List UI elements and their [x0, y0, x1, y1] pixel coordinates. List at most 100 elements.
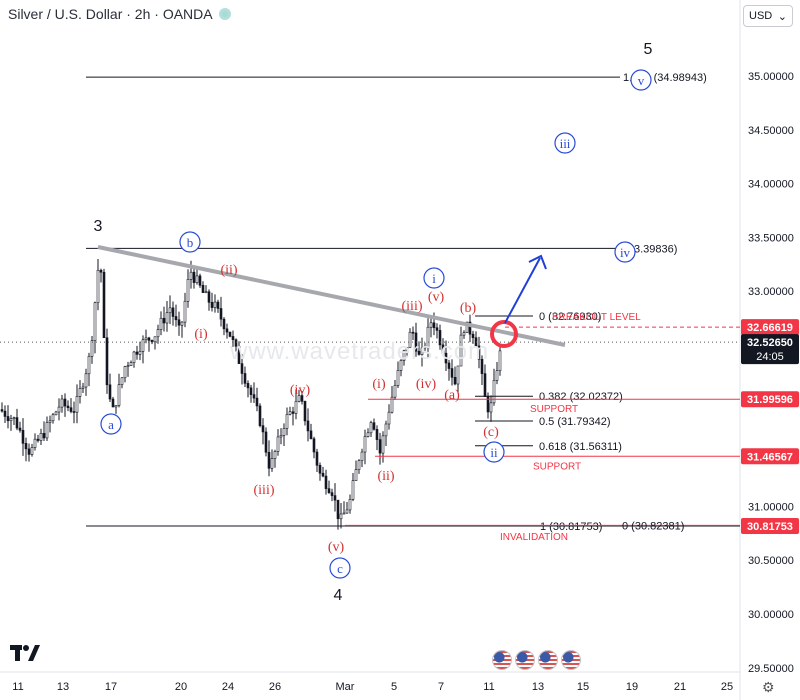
candle-body [381, 435, 385, 454]
candle-body [231, 336, 235, 341]
x-tick-label: 5 [391, 681, 397, 693]
symbol-title[interactable]: Silver / U.S. Dollar · 2h · OANDA [8, 6, 213, 22]
candle-body [456, 365, 460, 385]
event-markers[interactable] [492, 650, 581, 670]
fib-level-label: 1 (30.81753) [540, 521, 602, 533]
price-tag-countdown: 24:05 [756, 351, 784, 363]
price-tag-label: 31.46567 [747, 451, 793, 463]
wave-label: 3 [94, 218, 103, 235]
y-tick-label: 35.00000 [748, 71, 794, 83]
wave-label: (b) [460, 301, 477, 316]
price-tags: 32.66619 32.52650 24:05 31.99596 31.46567 30.… [741, 319, 799, 535]
wave-circle [423, 267, 445, 289]
tradingview-logo [10, 642, 40, 666]
candle-body [111, 398, 115, 408]
wave-circle [614, 241, 636, 263]
candle-body [108, 384, 112, 400]
candle-body [402, 350, 406, 361]
candle-body [336, 499, 340, 520]
candle-body [372, 422, 376, 430]
candle-body [408, 331, 412, 348]
projection-arrow [504, 257, 541, 324]
candle-body [396, 370, 400, 386]
candle-body [18, 427, 22, 431]
x-tick-label: 26 [269, 681, 281, 693]
candle-body [201, 285, 205, 293]
candle-body [438, 330, 442, 346]
candle-body [213, 301, 217, 308]
candle-body [294, 400, 298, 414]
wave-label: (i) [194, 327, 208, 342]
candle-body [114, 405, 118, 408]
x-tick-label: 25 [721, 681, 733, 693]
y-tick-label: 29.50000 [748, 663, 794, 675]
candle-body [75, 396, 79, 413]
candle-body [81, 386, 85, 389]
us-flag-icon[interactable] [515, 650, 535, 670]
candle-body [105, 337, 109, 386]
candle-body [237, 345, 241, 364]
candle-body [171, 307, 175, 317]
candle-body [462, 332, 466, 336]
candle-body [300, 395, 304, 402]
x-tick-label: Mar [336, 681, 355, 693]
fib-level-label: 0 (32.76930) [539, 311, 601, 323]
market-status-icon [218, 8, 231, 20]
breakout-circle [490, 320, 518, 348]
candle-body [447, 362, 451, 369]
y-tick-label: 30.50000 [748, 555, 794, 567]
candle-body [426, 326, 430, 348]
candle-body [93, 302, 97, 341]
x-tick-label: 17 [105, 681, 117, 693]
candle-body [465, 321, 469, 333]
price-tag-bg [741, 518, 799, 535]
candle-body [432, 322, 436, 329]
candle-body [45, 422, 49, 439]
candle-body [441, 344, 445, 354]
candle-body [399, 360, 403, 371]
wave-circle [630, 69, 652, 91]
wave-circle [179, 231, 201, 253]
candle-body [126, 365, 130, 367]
candle-body [393, 385, 397, 398]
us-flag-icon[interactable] [492, 650, 512, 670]
x-tick-label: 20 [175, 681, 187, 693]
candle-body [363, 436, 367, 453]
wave-label: (ii) [220, 263, 237, 278]
candle-body [198, 275, 202, 286]
candle-body [189, 271, 193, 280]
candle-body [87, 355, 91, 375]
candle-body [324, 475, 328, 489]
chevron-down-icon: ⌄ [777, 10, 787, 23]
us-flag-icon[interactable] [561, 650, 581, 670]
candle-body [162, 317, 166, 324]
candle-body [468, 321, 472, 335]
candle-body [138, 351, 142, 355]
candle-body [477, 345, 481, 360]
settings-gear-icon[interactable]: ⚙ [762, 679, 775, 695]
y-tick-label: 34.50000 [748, 125, 794, 137]
candle-body [15, 417, 19, 429]
candle-body [375, 429, 379, 440]
candle-body [174, 316, 178, 321]
candle-body [339, 513, 343, 520]
us-flag-icon[interactable] [538, 650, 558, 670]
candle-body [318, 464, 322, 474]
candle-body [12, 417, 16, 419]
tv-logo-icon [10, 645, 40, 661]
candle-body [378, 439, 382, 454]
currency-select[interactable]: USD ⌄ [743, 5, 793, 27]
candle-body [459, 334, 463, 367]
candle-body [153, 336, 157, 343]
candle-body [129, 362, 133, 366]
x-tick-label: 11 [483, 681, 494, 693]
candle-body [429, 322, 433, 328]
candle-body [186, 279, 190, 302]
candle-body [30, 447, 34, 455]
candle-body [357, 460, 361, 470]
candle-body [63, 398, 67, 407]
candle-body [303, 401, 307, 422]
candle-body [24, 443, 28, 450]
candle-body [327, 488, 331, 493]
